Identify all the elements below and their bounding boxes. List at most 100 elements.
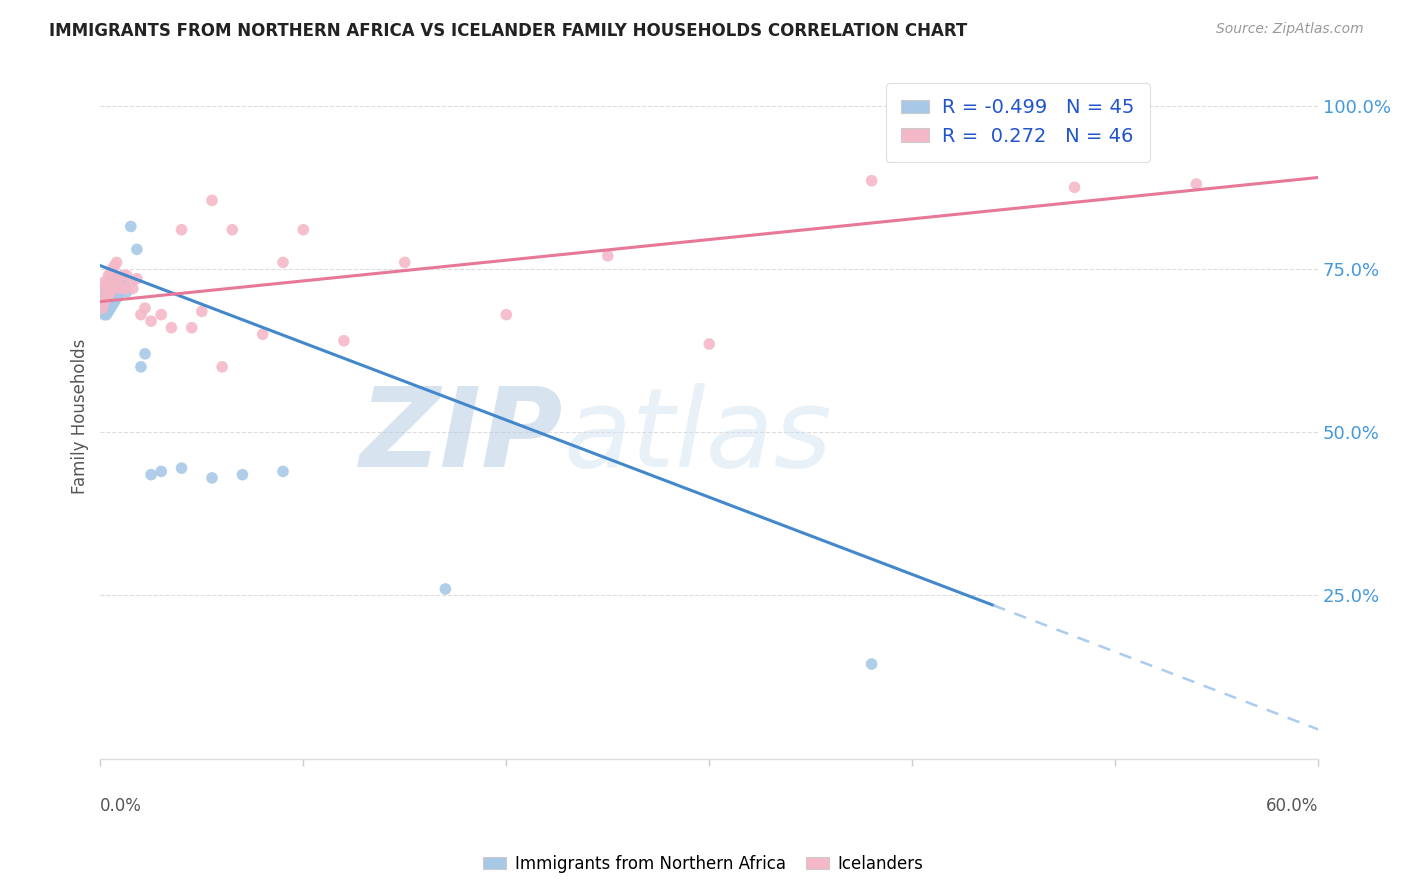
Point [160,320,183,334]
Point [97,275,120,289]
Y-axis label: Family Households: Family Households [72,338,89,493]
Point [93,294,115,309]
Point [110,285,132,299]
Point [101,281,124,295]
Point [150,464,173,478]
Point [110,275,132,289]
Point [101,288,124,302]
Point [91,298,114,312]
Point [100,265,122,279]
Point [100,285,122,299]
Point [103,275,125,289]
Point [211,359,233,374]
Point [271,464,294,478]
Point [93,308,115,322]
Point [97,294,120,309]
Point [93,275,115,289]
Point [103,294,125,309]
Point [495,308,517,322]
Point [105,281,128,295]
Point [139,314,162,328]
Point [201,194,224,208]
Point [107,288,129,302]
Point [1063,180,1085,194]
Point [697,337,720,351]
Point [115,285,138,299]
Point [101,278,124,293]
Point [271,255,294,269]
Point [101,261,124,276]
Point [103,259,125,273]
Point [114,281,136,295]
Point [93,281,115,295]
Text: atlas: atlas [564,383,832,490]
Point [180,320,202,334]
Point [115,268,138,283]
Point [170,461,193,475]
Point [97,285,120,299]
Point [125,271,148,285]
Point [103,285,125,299]
Point [96,308,118,322]
Legend: R = -0.499   N = 45, R =  0.272   N = 46: R = -0.499 N = 45, R = 0.272 N = 46 [886,83,1150,161]
Point [129,308,152,322]
Point [96,288,118,302]
Point [114,278,136,293]
Point [134,347,156,361]
Point [170,223,193,237]
Point [110,281,132,295]
Point [860,657,883,671]
Point [1185,177,1208,191]
Point [93,294,115,309]
Point [201,471,224,485]
Point [91,301,114,315]
Text: 0.0%: 0.0% [100,797,142,814]
Point [221,223,243,237]
Point [100,291,122,305]
Point [103,278,125,293]
Text: ZIP: ZIP [360,383,564,490]
Point [91,285,114,299]
Point [333,334,356,348]
Point [125,243,148,257]
Point [97,288,120,302]
Point [252,327,274,342]
Point [100,271,122,285]
Point [150,308,173,322]
Text: IMMIGRANTS FROM NORTHERN AFRICA VS ICELANDER FAMILY HOUSEHOLDS CORRELATION CHART: IMMIGRANTS FROM NORTHERN AFRICA VS ICELA… [49,22,967,40]
Point [292,223,315,237]
Point [100,281,122,295]
Point [96,291,118,305]
Point [97,304,120,318]
Legend: Immigrants from Northern Africa, Icelanders: Immigrants from Northern Africa, Iceland… [477,848,929,880]
Point [111,281,134,295]
Point [91,288,114,302]
Point [111,268,134,283]
Point [97,268,120,283]
Point [105,291,128,305]
Point [394,255,416,269]
Point [139,467,162,482]
Point [107,278,129,293]
Point [101,298,124,312]
Point [120,219,142,234]
Point [105,255,128,269]
Point [134,301,156,315]
Point [96,298,118,312]
Point [105,271,128,285]
Point [107,271,129,285]
Point [105,275,128,289]
Text: 60.0%: 60.0% [1265,797,1319,814]
Point [596,249,619,263]
Point [860,174,883,188]
Point [121,281,143,295]
Point [96,278,118,293]
Text: Source: ZipAtlas.com: Source: ZipAtlas.com [1216,22,1364,37]
Point [191,304,214,318]
Point [129,359,152,374]
Point [120,275,142,289]
Point [231,467,253,482]
Point [96,278,118,293]
Point [434,582,457,596]
Point [100,301,122,315]
